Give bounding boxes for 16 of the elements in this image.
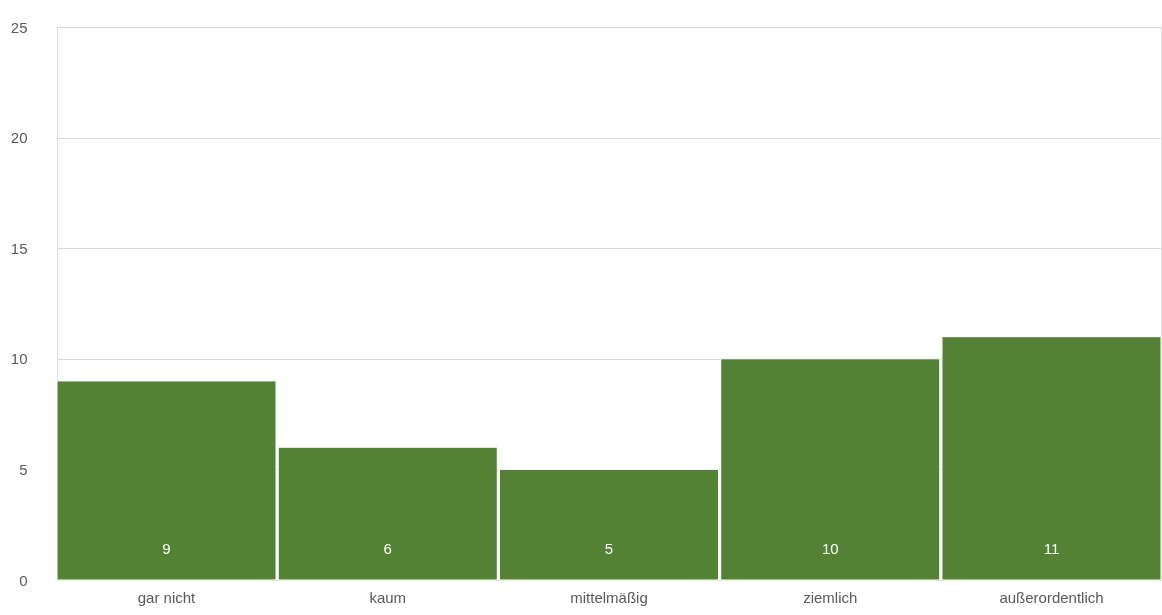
y-tick-label: 5 [19, 460, 28, 478]
x-tick-label: ziemlich [803, 588, 858, 606]
x-tick-label: mittelmäßig [570, 588, 648, 606]
x-tick-label: gar nicht [137, 588, 197, 606]
y-tick-label: 0 [19, 571, 28, 589]
y-tick-label: 20 [10, 129, 28, 147]
x-tick-label: kaum [369, 588, 407, 606]
data-label: 6 [383, 540, 392, 557]
data-label: 5 [604, 540, 614, 557]
data-label: 10 [821, 540, 839, 557]
data-label: 11 [1043, 540, 1060, 557]
y-tick-label: 25 [10, 18, 28, 36]
y-tick-label: 10 [10, 350, 28, 368]
data-label: 9 [162, 540, 171, 557]
y-tick-label: 15 [10, 239, 28, 257]
x-tick-label: außerordentlich [999, 588, 1104, 606]
